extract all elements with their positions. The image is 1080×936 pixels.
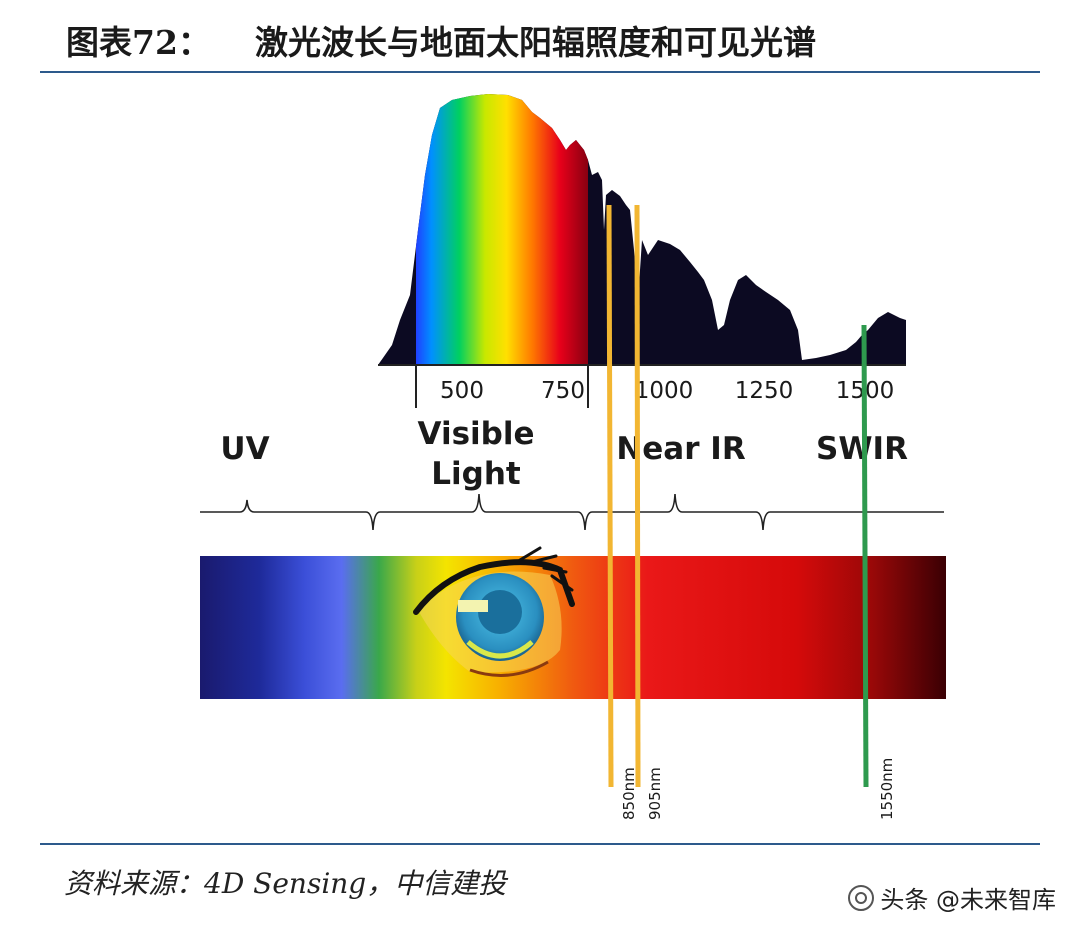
figure-title: 激光波长与地面太阳辐照度和可见光谱 [254,23,816,62]
eye-iris-highlight [466,640,534,659]
eye-shine [458,600,488,612]
page-title: 图表72： 激光波长与地面太阳辐照度和可见光谱 [66,14,816,66]
region-label-visible-line1: Visible [418,416,535,452]
eye-lashes [518,546,574,592]
watermark-logo-icon [848,884,875,911]
tick-1250: 1250 [735,378,794,404]
eye-illustration [413,546,575,677]
footer-rule [40,843,1040,845]
header-rule [40,71,1040,73]
laser-line-905 [634,204,641,788]
eye-pupil [478,590,522,634]
visible-band [416,94,588,365]
laser-line-1550 [861,324,869,788]
watermark-text: 头条 @未来智库 [880,886,1056,914]
tick-500: 500 [440,378,484,404]
laser-line-850 [606,204,614,788]
source-note: 资料来源：4D Sensing，中信建投 [64,867,507,900]
region-label-uv: UV [220,431,269,467]
region-label-visible-line2: Light [431,456,521,492]
eye-upper-lid [413,559,575,615]
watermark: 头条 @未来智库 [848,880,1056,915]
figure-number: 图表72： [66,23,211,62]
laser-label-1550: 1550nm [878,758,896,820]
tick-1000: 1000 [635,378,694,404]
eye-lower-lid [469,660,549,677]
region-braces [200,493,944,531]
tick-750: 750 [541,378,585,404]
spectrum-bar [200,556,946,699]
laser-label-905: 905nm [646,767,664,820]
laser-label-850: 850nm [620,767,638,820]
